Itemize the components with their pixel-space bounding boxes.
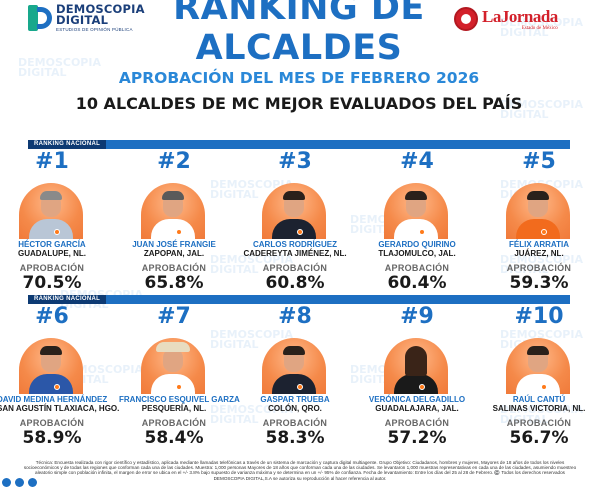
approval-value: 65.8% <box>144 273 204 293</box>
mayor-name: HÉCTOR GARCÍA <box>18 240 86 249</box>
mayor-photo <box>384 338 448 394</box>
approval-value: 58.9% <box>22 428 82 448</box>
mayor-municipality: COLÓN, QRO. <box>268 404 322 413</box>
mayor-card: #3 CARLOS RODRÍGUEZ CADEREYTA JIMÉNEZ, N… <box>240 150 350 302</box>
mayor-card: #6 DAVID MEDINA HERNÁNDEZ SAN AGUSTÍN TL… <box>0 304 120 457</box>
twitter-icon <box>28 478 37 487</box>
section-label: RANKING NACIONAL <box>28 295 107 304</box>
mayor-photo <box>506 338 570 394</box>
approval-label: APROBACIÓN <box>262 418 328 428</box>
mayor-name: FÉLIX ARRATIA <box>509 240 569 249</box>
social-icons <box>2 478 37 487</box>
mayor-name: DAVID MEDINA HERNÁNDEZ <box>0 395 108 404</box>
mayor-name: GERARDO QUIRINO <box>378 240 456 249</box>
mayor-photo <box>262 183 326 239</box>
la-jornada-name: LaJornada <box>482 6 558 26</box>
approval-label: APROBACIÓN <box>384 263 450 273</box>
mayor-photo <box>384 183 448 239</box>
mayor-card: #2 JUAN JOSÉ FRANGIE ZAPOPAN, JAL. APROB… <box>119 150 229 302</box>
approval-value: 60.4% <box>387 273 447 293</box>
la-jornada-edition: Estado de México <box>521 25 558 31</box>
mayor-name: JUAN JOSÉ FRANGIE <box>132 240 216 249</box>
mayor-municipality: SALINAS VICTORIA, NL. <box>492 404 586 413</box>
mayor-name: VERÓNICA DELGADILLO <box>368 395 466 404</box>
page-title-line1: RANKING DE <box>173 0 425 28</box>
section-bar-top: RANKING NACIONAL <box>28 140 570 149</box>
demoscopia-logo: DEMOSCOPIA DIGITAL ESTUDIOS DE OPINIÓN P… <box>28 2 158 34</box>
instagram-icon <box>15 478 24 487</box>
mayor-municipality: TLAJOMULCO, JAL. <box>378 249 456 258</box>
rank-number: #3 <box>278 149 312 174</box>
approval-value: 58.4% <box>144 428 204 448</box>
mayor-photo <box>19 338 83 394</box>
brand-name-line2: DIGITAL <box>56 13 109 28</box>
brand-name-line1: DEMOSCOPIA <box>56 1 145 16</box>
mayor-municipality: ZAPOPAN, JAL. <box>143 249 205 258</box>
rank-number: #7 <box>157 304 191 329</box>
mayor-card: #5 FÉLIX ARRATIA JUÁREZ, NL. APROBACIÓN … <box>484 150 594 302</box>
section-bar-bottom: RANKING NACIONAL <box>28 295 570 304</box>
rank-number: #10 <box>514 304 564 329</box>
mayor-card: #10 RAÚL CANTÚ SALINAS VICTORIA, NL. APR… <box>484 305 594 457</box>
mayor-name: CARLOS RODRÍGUEZ <box>253 240 337 249</box>
rank-number: #1 <box>35 149 69 174</box>
mayor-municipality: GUADALAJARA, JAL. <box>375 404 459 413</box>
approval-value: 57.2% <box>387 428 447 448</box>
section-label: RANKING NACIONAL <box>28 140 107 149</box>
mayor-card: #9 VERÓNICA DELGADILLO GUADALAJARA, JAL.… <box>362 305 472 457</box>
mayor-name: FRANCISCO ESQUIVEL GARZA <box>119 395 240 404</box>
mayor-photo <box>506 183 570 239</box>
approval-value: 70.5% <box>22 273 82 293</box>
mayor-photo <box>19 183 83 239</box>
approval-label: APROBACIÓN <box>262 263 328 273</box>
approval-value: 58.3% <box>265 428 325 448</box>
demoscopia-logo-icon <box>28 5 52 31</box>
mayor-card: #8 GASPAR TRUEBA COLÓN, QRO. APROBACIÓN … <box>240 305 350 457</box>
mayor-name: GASPAR TRUEBA <box>260 395 330 404</box>
approval-label: APROBACIÓN <box>384 418 450 428</box>
approval-label: APROBACIÓN <box>19 263 85 273</box>
page-title-line2: ALCALDES <box>195 28 403 68</box>
mayor-name: RAÚL CANTÚ <box>512 395 566 404</box>
rank-number: #6 <box>35 304 69 329</box>
approval-value: 60.8% <box>265 273 325 293</box>
mayor-municipality: CADEREYTA JIMÉNEZ, NL. <box>243 249 347 258</box>
rank-number: #8 <box>278 304 312 329</box>
mayor-photo <box>141 183 205 239</box>
mayor-photo <box>141 338 205 394</box>
rank-number: #5 <box>522 149 556 174</box>
brand-tagline: ESTUDIOS DE OPINIÓN PÚBLICA <box>56 26 133 32</box>
mayor-card: #7 FRANCISCO ESQUIVEL GARZA PESQUERÍA, N… <box>119 304 240 457</box>
la-jornada-logo: LaJornada Estado de México <box>454 4 584 34</box>
approval-label: APROBACIÓN <box>506 418 572 428</box>
mayor-municipality: SAN AGUSTÍN TLAXIACA, HGO. <box>0 404 120 413</box>
rank-number: #2 <box>157 149 191 174</box>
approval-label: APROBACIÓN <box>506 263 572 273</box>
mayor-municipality: JUÁREZ, NL. <box>514 249 564 258</box>
mayor-municipality: GUADALUPE, NL. <box>18 249 86 258</box>
methodology-note: Técnica: Encuesta realizada con rigor ci… <box>23 460 577 481</box>
approval-label: APROBACIÓN <box>141 263 207 273</box>
mayor-card: #4 GERARDO QUIRINO TLAJOMULCO, JAL. APRO… <box>362 150 472 302</box>
mayor-municipality: PESQUERÍA, NL. <box>141 404 207 413</box>
rank-number: #9 <box>400 304 434 329</box>
facebook-icon <box>2 478 11 487</box>
mayor-card: #1 HÉCTOR GARCÍA GUADALUPE, NL. APROBACI… <box>0 150 107 302</box>
approval-value: 59.3% <box>509 273 569 293</box>
page-subtitle: APROBACIÓN DEL MES DE FEBRERO 2026 <box>118 69 480 87</box>
approval-label: APROBACIÓN <box>141 418 207 428</box>
rank-number: #4 <box>400 149 434 174</box>
page-headline: 10 ALCALDES DE MC MEJOR EVALUADOS DEL PA… <box>75 94 523 113</box>
mayor-photo <box>262 338 326 394</box>
approval-value: 56.7% <box>509 428 569 448</box>
la-jornada-seal-icon <box>454 7 478 31</box>
approval-label: APROBACIÓN <box>19 418 85 428</box>
